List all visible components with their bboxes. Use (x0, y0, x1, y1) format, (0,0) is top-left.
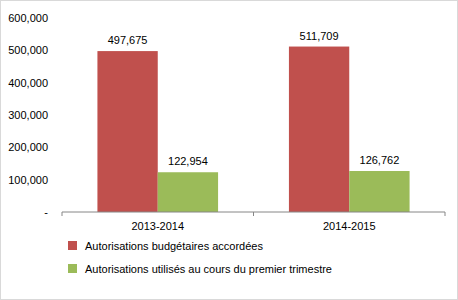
y-tick-label: 200,000 (8, 141, 48, 153)
y-tick-label: 600,000 (8, 12, 48, 24)
bar (158, 172, 218, 212)
y-tick-label: 400,000 (8, 77, 48, 89)
legend-swatch (68, 264, 77, 273)
y-tick (59, 147, 62, 148)
x-tick-label: 2013-2014 (131, 220, 184, 232)
y-tick (59, 179, 62, 180)
data-label: 126,762 (360, 154, 400, 166)
legend-label: Autorisations budgétaires accordées (85, 240, 263, 252)
data-label: 497,675 (108, 34, 148, 46)
chart-root: - 100,000 200,000 300,000 400,000 500,000 600,… (0, 0, 458, 300)
y-tick-label: 500,000 (8, 44, 48, 56)
y-tick-label: 300,000 (8, 109, 48, 121)
y-tick (59, 82, 62, 83)
x-tick (445, 212, 446, 216)
y-tick-label: - (44, 206, 48, 218)
data-label: 122,954 (168, 155, 208, 167)
chart-frame (1, 1, 458, 300)
bar (289, 47, 349, 212)
y-tick (59, 18, 62, 19)
data-label: 511,709 (300, 30, 339, 42)
chart-svg: - 100,000 200,000 300,000 400,000 500,000 600,… (0, 0, 458, 300)
x-tick (62, 212, 63, 216)
legend-label: Autorisations utilisés au cours du premi… (85, 263, 332, 275)
y-tick-label: 100,000 (8, 174, 48, 186)
bar (97, 51, 157, 212)
legend-swatch (68, 241, 77, 250)
x-tick-label: 2014-2015 (323, 220, 376, 232)
y-tick (59, 50, 62, 51)
bar (349, 171, 409, 212)
x-tick (253, 212, 254, 216)
bars (97, 47, 409, 212)
y-tick (59, 115, 62, 116)
